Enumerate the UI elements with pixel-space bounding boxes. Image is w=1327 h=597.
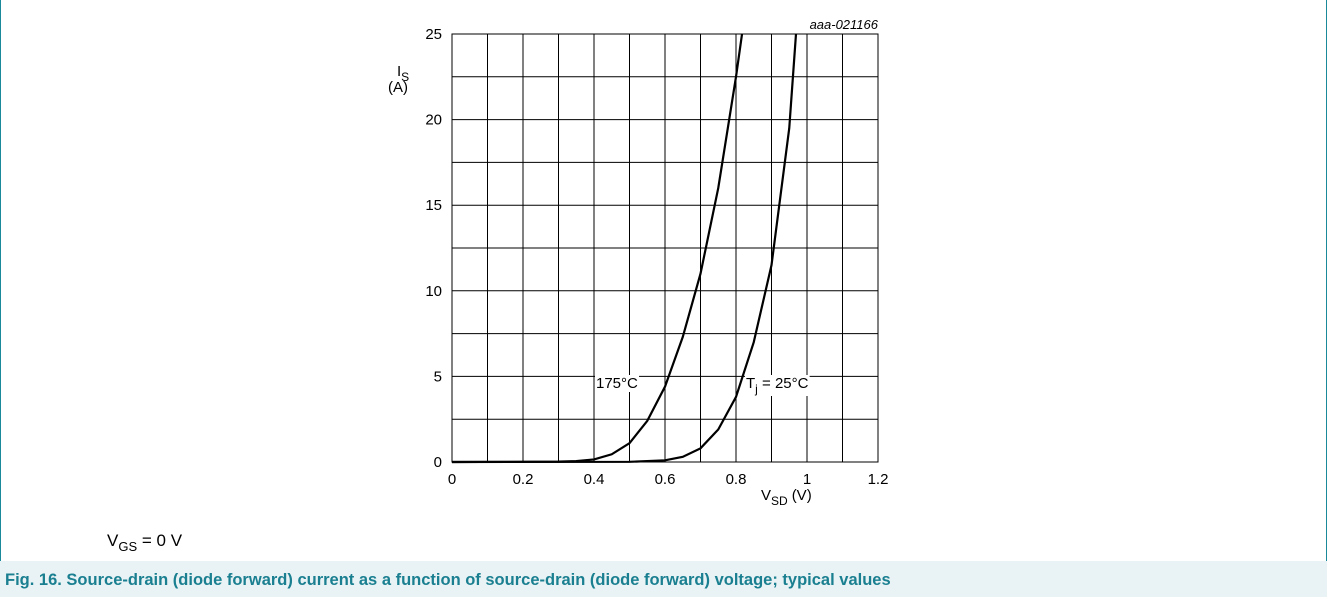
curve-label: Tj = 25°C xyxy=(746,375,809,396)
x-tick-label: 0.2 xyxy=(513,471,534,488)
label-bg xyxy=(745,375,810,396)
figure-code: aaa-021166 xyxy=(810,17,879,32)
x-label-unit: (V) xyxy=(792,487,812,504)
y-tick-label: 20 xyxy=(425,112,442,129)
caption: Fig. 16. Source-drain (diode forward) cu… xyxy=(5,571,891,589)
y-tick-label: 25 xyxy=(425,26,442,43)
x-label-main: V xyxy=(761,487,771,504)
curve-label-rest: = 25°C xyxy=(758,375,809,392)
condition-sub: GS xyxy=(118,539,137,554)
y-tick-label: 15 xyxy=(425,197,442,214)
condition-rest: = 0 V xyxy=(137,531,183,550)
y-axis-label: IS xyxy=(397,63,409,84)
curve-label: 175°C xyxy=(596,375,638,392)
y-label-main: I xyxy=(397,63,401,80)
x-tick-label: 1 xyxy=(803,471,811,488)
x-tick-label: 0.4 xyxy=(584,471,605,488)
curve-label-sub: j xyxy=(754,382,758,396)
y-tick-label: 5 xyxy=(434,368,442,385)
condition-main: V xyxy=(107,531,119,550)
label-bg xyxy=(595,375,640,392)
y-label-sub: S xyxy=(401,70,409,84)
condition: VGS = 0 V xyxy=(107,531,183,554)
x-tick-label: 0.8 xyxy=(726,471,747,488)
x-tick-label: 0 xyxy=(448,471,456,488)
x-label-sub: SD xyxy=(771,494,788,508)
caption-bg xyxy=(0,561,1327,597)
x-tick-label: 1.2 xyxy=(868,471,889,488)
y-tick-label: 0 xyxy=(434,454,442,471)
curve xyxy=(451,33,798,464)
plot-border xyxy=(451,33,879,463)
x-axis-label: VSD (V) xyxy=(761,487,812,508)
y-tick-label: 10 xyxy=(425,283,442,300)
y-axis-unit: (A) xyxy=(388,79,408,96)
curve-label-main: T xyxy=(746,375,755,392)
x-tick-label: 0.6 xyxy=(655,471,676,488)
